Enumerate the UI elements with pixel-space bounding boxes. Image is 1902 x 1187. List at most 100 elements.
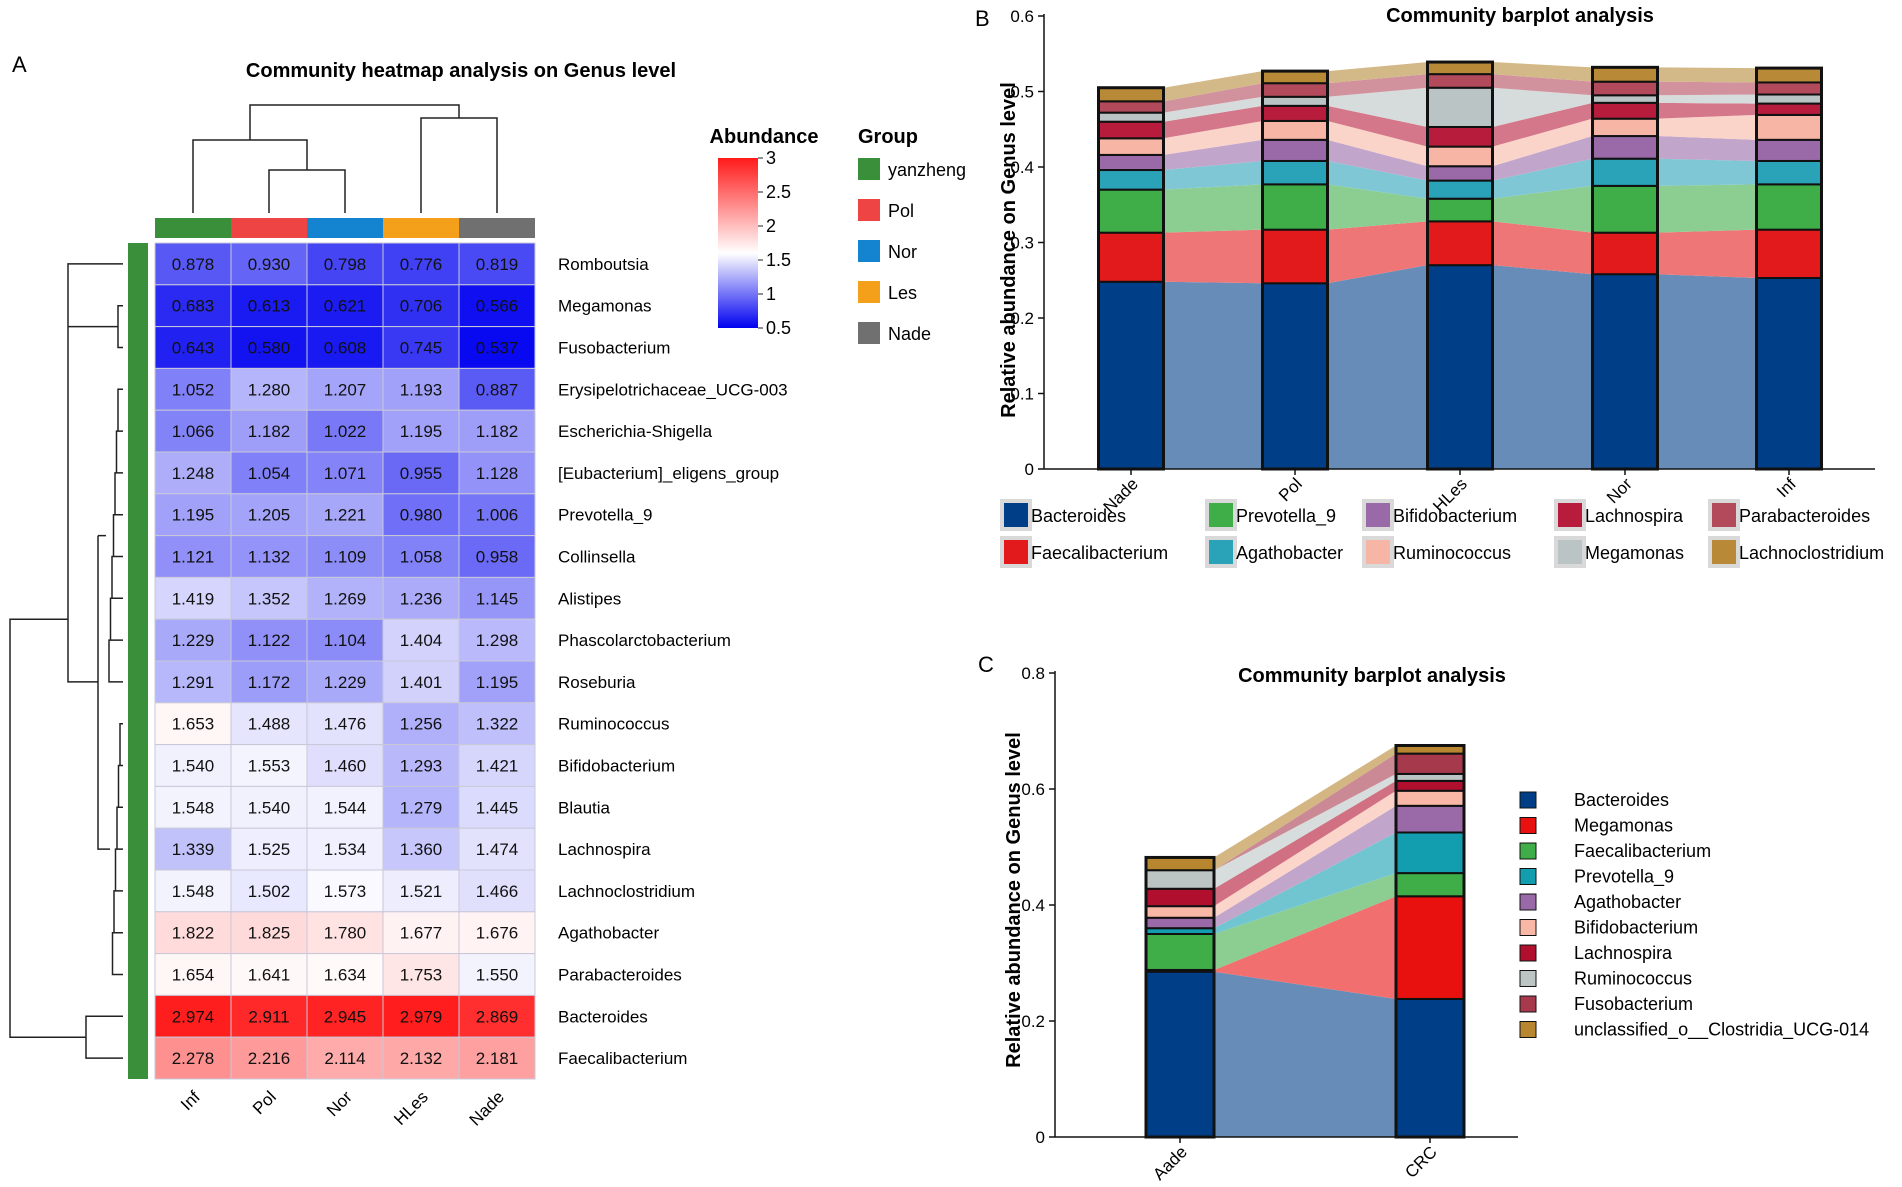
heatmap-cell-value: 1.128 xyxy=(476,464,519,483)
heatmap-cell xyxy=(230,409,308,453)
barplot-b-title: Community barplot analysis xyxy=(1386,5,1654,27)
stacked-bar-segment xyxy=(1591,273,1659,470)
stacked-bar-segment xyxy=(1097,100,1165,114)
heatmap-cell-value: 1.109 xyxy=(324,548,367,567)
heatmap-cell xyxy=(458,409,536,453)
column-group-bar xyxy=(459,218,535,238)
heatmap-cell xyxy=(306,953,384,996)
stack-area-band xyxy=(1327,74,1428,97)
heatmap-cell-value: 0.706 xyxy=(400,297,443,316)
heatmap-cell-value: 0.613 xyxy=(248,297,291,316)
stacked-bar-segment xyxy=(1426,264,1494,470)
colorscale-tick-label: 1 xyxy=(766,284,776,304)
heatmap-cell xyxy=(306,911,384,955)
group-legend-swatch xyxy=(858,158,880,180)
legend-label: Bacteroides xyxy=(1031,506,1126,526)
heatmap-row-label: [Eubacterium]_eligens_group xyxy=(558,464,779,483)
y-tick-label: 0.3 xyxy=(1010,234,1034,253)
stack-area-band xyxy=(1492,185,1593,233)
heatmap-cell xyxy=(458,618,536,662)
heatmap-cell-value: 1.488 xyxy=(248,715,291,734)
stacked-bar-segment xyxy=(1395,772,1465,782)
heatmap-cell-value: 0.980 xyxy=(400,506,443,525)
y-tick-label: 0.5 xyxy=(1010,83,1034,102)
heatmap-cell-value: 1.521 xyxy=(400,882,443,901)
legend-label: Faecalibacterium xyxy=(1031,543,1168,563)
heatmap-cell-value: 1.269 xyxy=(324,589,367,608)
colorscale-tick-label: 1.5 xyxy=(766,250,791,270)
legend-swatch xyxy=(1519,893,1537,911)
heatmap-cell xyxy=(458,451,536,495)
heatmap-cell-value: 1.236 xyxy=(400,589,443,608)
heatmap-cell-value: 1.205 xyxy=(248,506,291,525)
heatmap-cell-value: 1.360 xyxy=(400,840,443,859)
barplot-c-title: Community barplot analysis xyxy=(1238,665,1506,687)
stacked-bar-segment xyxy=(1261,70,1329,85)
heatmap-cell-value: 0.566 xyxy=(476,297,519,316)
heatmap-cell-value: 1.280 xyxy=(248,380,291,399)
stacked-bar-segment xyxy=(1755,159,1823,186)
stack-area-band xyxy=(1163,120,1263,155)
stacked-bar-segment xyxy=(1426,220,1494,267)
stack-area-band xyxy=(1327,105,1428,147)
heatmap-column-label: Inf xyxy=(177,1087,204,1114)
legend-label: Bacteroides xyxy=(1574,790,1669,810)
legend-label: Prevotella_9 xyxy=(1236,506,1336,527)
heatmap-cell-value: 1.256 xyxy=(400,715,443,734)
stack-area-band xyxy=(1492,87,1593,127)
group-legend-label: Pol xyxy=(888,201,914,221)
stacked-bar-segment xyxy=(1261,183,1329,231)
heatmap-cell xyxy=(154,1036,232,1080)
heatmap-cell xyxy=(154,994,232,1038)
heatmap-cell xyxy=(382,911,460,955)
stacked-bar-segment xyxy=(1261,82,1329,98)
x-tick-label: CRC xyxy=(1401,1142,1440,1181)
heatmap-cell-value: 1.634 xyxy=(324,966,367,985)
heatmap-cell xyxy=(154,367,232,411)
heatmap-cell-value: 1.401 xyxy=(400,673,443,692)
heatmap-row-label: Ruminococcus xyxy=(558,715,670,734)
heatmap-cell xyxy=(382,326,460,369)
heatmap-cell-value: 1.172 xyxy=(248,673,291,692)
heatmap-cell xyxy=(306,618,384,662)
legend-label: Bifidobacterium xyxy=(1574,918,1698,938)
heatmap-cell xyxy=(154,660,232,704)
heatmap-row-label: Collinsella xyxy=(558,548,636,567)
stacked-bar-segment xyxy=(1591,66,1659,83)
stacked-bar-segment xyxy=(1097,137,1165,156)
x-tick-label: Inf xyxy=(1773,474,1800,501)
heatmap-cell-value: 1.476 xyxy=(324,715,367,734)
heatmap-cell xyxy=(154,785,232,829)
heatmap-cell-value: 1.544 xyxy=(324,798,367,817)
heatmap-row-label: Prevotella_9 xyxy=(558,506,653,525)
heatmap-cell-value: 1.352 xyxy=(248,589,291,608)
heatmap-cell xyxy=(306,284,384,328)
heatmap-row-label: Alistipes xyxy=(558,589,621,608)
legend-swatch xyxy=(1209,540,1233,564)
legend-swatch xyxy=(1519,1021,1537,1038)
stacked-bar-segment xyxy=(1395,789,1465,807)
y-tick-label: 0.4 xyxy=(1021,896,1045,915)
heatmap-cell-value: 0.608 xyxy=(324,339,367,358)
x-tick-label: Nor xyxy=(1603,474,1636,507)
heatmap-cell-value: 1.022 xyxy=(324,422,367,441)
stacked-bar-segment xyxy=(1755,102,1823,116)
stack-area-band xyxy=(1492,102,1593,147)
heatmap-cell xyxy=(230,367,308,411)
heatmap-cell-value: 1.248 xyxy=(172,464,215,483)
legend-label: Lachnospira xyxy=(1574,943,1673,963)
heatmap-cell-value: 1.122 xyxy=(248,631,291,650)
stacked-bar-segment xyxy=(1145,970,1215,1139)
heatmap-cell xyxy=(458,953,536,996)
heatmap-title: Community heatmap analysis on Genus leve… xyxy=(246,60,676,82)
heatmap-cell-value: 0.887 xyxy=(476,380,519,399)
heatmap-cell-value: 1.573 xyxy=(324,882,367,901)
heatmap-cell xyxy=(382,785,460,829)
y-tick-label: 0.2 xyxy=(1021,1012,1045,1031)
heatmap-cell-value: 0.878 xyxy=(172,255,215,274)
stacked-bar-segment xyxy=(1261,159,1329,186)
stack-area-band xyxy=(1657,81,1757,96)
heatmap-row-label: Roseburia xyxy=(558,673,636,692)
stacked-bar-segment xyxy=(1145,933,1215,971)
stacked-bar-segment xyxy=(1426,165,1494,182)
